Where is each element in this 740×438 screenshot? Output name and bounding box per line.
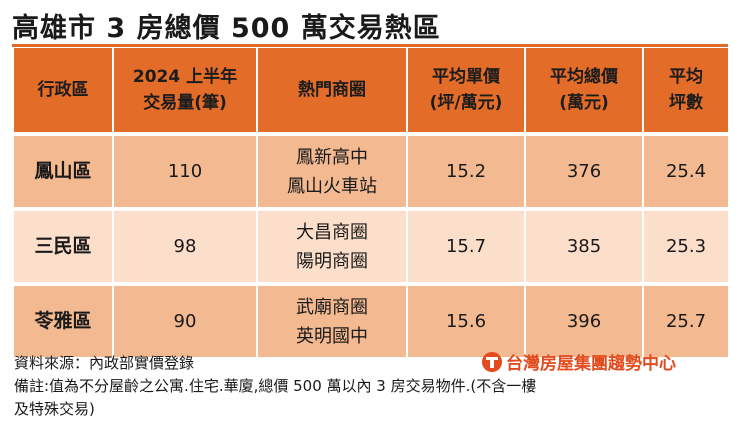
size-cell: 25.7	[642, 282, 730, 357]
source-note: 資料來源：內政部實價登錄	[14, 354, 195, 372]
data-table: 行政區 2024 上半年 交易量(筆) 熱門商圈 平均單價 (坪/萬元) 平均總…	[12, 48, 730, 357]
hot-areas-cell: 鳳新高中 鳳山火車站	[256, 132, 408, 209]
title-underline	[12, 44, 728, 47]
taiwan-realty-logo-icon	[482, 351, 502, 372]
remark-line-1: 備註:值為不分屋齡之公寓.住宅.華廈,總價 500 萬以內 3 房交易物件.(不…	[14, 377, 537, 395]
header-hot-areas: 熱門商圈	[256, 48, 408, 134]
volume-cell: 110	[112, 132, 258, 209]
unit-price-cell: 15.6	[406, 282, 526, 357]
header-total-price: 平均總價 (萬元)	[524, 48, 644, 134]
unit-price-cell: 15.7	[406, 207, 526, 284]
unit-price-cell: 15.2	[406, 132, 526, 209]
header-row: 行政區 2024 上半年 交易量(筆) 熱門商圈 平均單價 (坪/萬元) 平均總…	[12, 48, 730, 134]
hot-areas-cell: 武廟商圈 英明國中	[256, 282, 408, 357]
table-row: 鳳山區 110 鳳新高中 鳳山火車站 15.2 376 25.4	[12, 132, 730, 209]
size-cell: 25.4	[642, 132, 730, 209]
remark-line-2: 及特殊交易)	[14, 400, 95, 418]
brand-mark: 台灣房屋集團趨勢中心	[482, 349, 676, 374]
volume-cell: 98	[112, 207, 258, 284]
district-cell: 苓雅區	[12, 282, 114, 357]
total-price-cell: 376	[524, 132, 644, 209]
total-price-cell: 385	[524, 207, 644, 284]
volume-cell: 90	[112, 282, 258, 357]
district-cell: 三民區	[12, 207, 114, 284]
table-row: 苓雅區 90 武廟商圈 英明國中 15.6 396 25.7	[12, 282, 730, 357]
header-district: 行政區	[12, 48, 114, 134]
table-row: 三民區 98 大昌商圈 陽明商圈 15.7 385 25.3	[12, 207, 730, 284]
page-title: 高雄市 3 房總價 500 萬交易熱區	[12, 13, 441, 44]
district-cell: 鳳山區	[12, 132, 114, 209]
header-volume: 2024 上半年 交易量(筆)	[112, 48, 258, 134]
header-unit-price: 平均單價 (坪/萬元)	[406, 48, 526, 134]
total-price-cell: 396	[524, 282, 644, 357]
header-size: 平均 坪數	[642, 48, 730, 134]
size-cell: 25.3	[642, 207, 730, 284]
hot-areas-cell: 大昌商圈 陽明商圈	[256, 207, 408, 284]
brand-name: 台灣房屋集團趨勢中心	[506, 354, 676, 374]
